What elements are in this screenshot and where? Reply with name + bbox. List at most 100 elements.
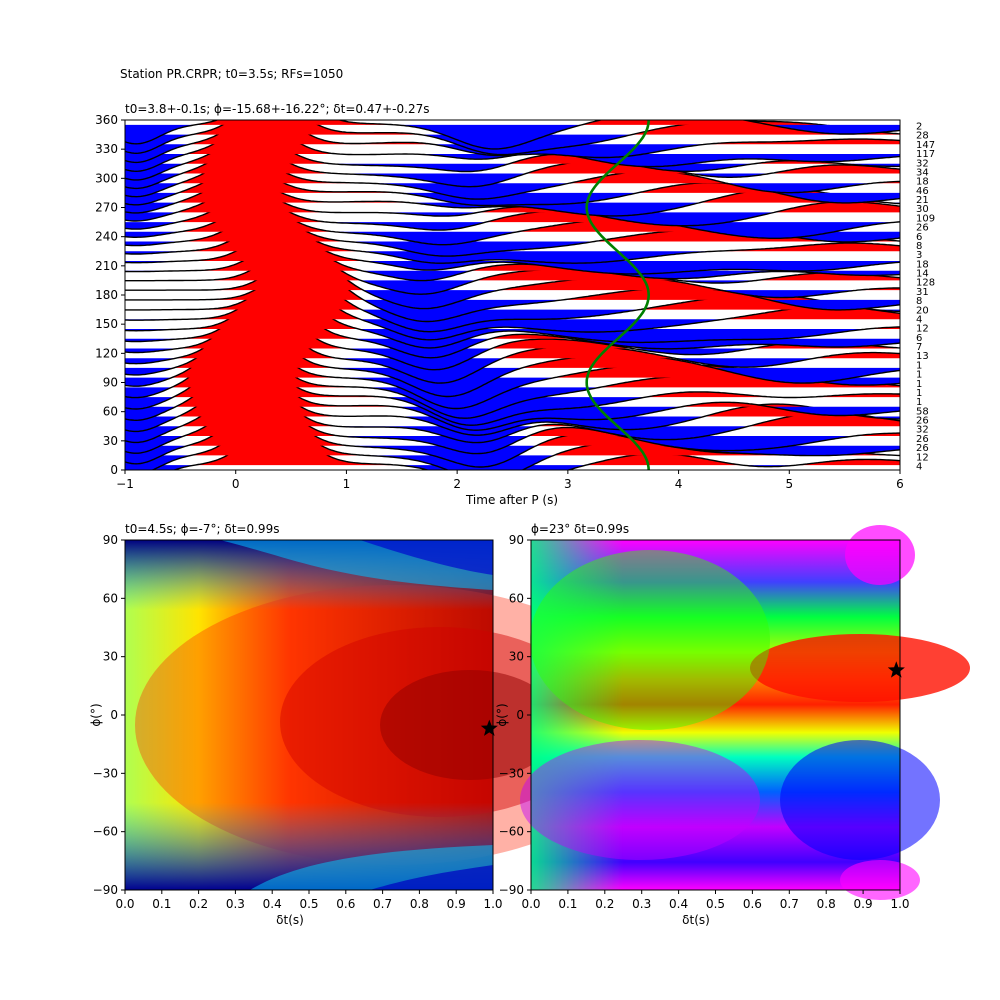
trace-positive-fill (125, 326, 900, 378)
trace-negative-fill (125, 426, 900, 443)
top-y-ticks: 0 30 60 90 120 150 180 210 240 270 300 330 360 (95, 113, 125, 477)
y-tick-label: 180 (95, 288, 118, 302)
trace-negative-fill (125, 445, 900, 467)
count-label: 34 (916, 167, 929, 178)
count-label: 1 (916, 360, 922, 371)
trace-negative-fill (125, 251, 900, 264)
trace-negative-fill (125, 367, 900, 397)
x-tick-label: 0.0 (115, 897, 134, 911)
count-label: 26 (916, 434, 929, 445)
count-label: 1 (916, 370, 922, 381)
count-label: 117 (916, 149, 935, 160)
count-label: 30 (916, 204, 929, 215)
left-y-ticks: −90 −60 −30 0 30 60 90 (93, 533, 125, 897)
t0-curve (585, 120, 651, 470)
x-tick-label: 4 (675, 477, 683, 491)
trace-negative-fill (125, 241, 900, 257)
x-tick-label: 6 (896, 477, 904, 491)
y-tick-label: −90 (499, 883, 524, 897)
y-tick-label: 150 (95, 317, 118, 331)
count-label: 3 (916, 250, 922, 261)
y-tick-label: 30 (103, 650, 118, 664)
trace-line (125, 120, 900, 156)
x-tick-label: −1 (116, 477, 134, 491)
wiggle-panel: t0=3.8+-0.1s; ϕ=-15.68+-16.22°; δt=0.47+… (95, 102, 935, 507)
count-label: 12 (916, 452, 929, 463)
trace-negative-fill (125, 416, 900, 436)
trace-negative-fill (125, 338, 900, 358)
y-tick-label: 30 (103, 434, 118, 448)
x-tick-label: 0.3 (632, 897, 651, 911)
count-label: 20 (916, 305, 929, 316)
trace-negative-fill (125, 435, 900, 454)
x-tick-label: 1.0 (483, 897, 502, 911)
trace-positive-fill (125, 230, 900, 261)
count-label: 18 (916, 259, 929, 270)
y-tick-label: 270 (95, 201, 118, 215)
trace-negative-fill (125, 309, 900, 332)
y-tick-label: 90 (103, 376, 118, 390)
trace-positive-fill (125, 346, 900, 398)
left-x-ticks: 0.0 0.1 0.2 0.3 0.4 0.5 0.6 0.7 0.8 0.9 1.0 (115, 890, 503, 911)
y-tick-label: 60 (103, 591, 118, 605)
x-tick-label: 0.5 (299, 897, 318, 911)
trace-positive-fill (125, 120, 900, 125)
right-x-ticks: 0.0 0.1 0.2 0.3 0.4 0.5 0.6 0.7 0.8 0.9 1.0 (521, 890, 910, 911)
trace-negative-fill (125, 299, 900, 322)
trace-line (125, 120, 900, 150)
count-label: 12 (916, 324, 929, 335)
trace-negative-fill (125, 124, 900, 149)
trace-negative-fill (125, 173, 900, 189)
x-tick-label: 0.0 (521, 897, 540, 911)
count-label: 2 (916, 122, 922, 133)
count-label: 8 (916, 296, 922, 307)
y-tick-label: 240 (95, 230, 118, 244)
y-tick-label: −90 (93, 883, 118, 897)
y-tick-label: 30 (509, 650, 524, 664)
trace-negative-fill (125, 455, 900, 470)
trace-positive-fill (125, 246, 900, 281)
right-x-label: δt(s) (682, 913, 710, 927)
trace-negative-fill (125, 387, 900, 419)
count-label: 46 (916, 186, 929, 197)
y-tick-label: 300 (95, 171, 118, 185)
left-panel-title: t0=4.5s; ϕ=-7°; δt=0.99s (125, 522, 279, 536)
y-tick-label: 330 (95, 142, 118, 156)
x-tick-label: 0.4 (263, 897, 282, 911)
count-label: 1 (916, 397, 922, 408)
y-tick-label: 0 (110, 708, 118, 722)
x-tick-label: 0 (232, 477, 240, 491)
count-label: 26 (916, 443, 929, 454)
x-tick-label: 0.4 (669, 897, 688, 911)
heatmap-left-image (125, 540, 655, 890)
x-tick-label: 0.3 (226, 897, 245, 911)
trace-negative-fill (125, 329, 900, 348)
count-label: 58 (916, 406, 929, 417)
y-tick-label: 60 (103, 405, 118, 419)
count-label: 1 (916, 388, 922, 399)
trace-positive-fill (125, 167, 900, 193)
top-x-label: Time after P (s) (465, 493, 558, 507)
x-tick-label: 0.9 (447, 897, 466, 911)
y-tick-label: −30 (93, 766, 118, 780)
heatmap-left-panel: t0=4.5s; ϕ=-7°; δt=0.99s 0.0 0.1 0.2 0.3 0.4… (89, 522, 655, 927)
right-y-label: ϕ(°) (495, 703, 509, 726)
count-label: 31 (916, 287, 929, 298)
x-tick-label: 0.6 (743, 897, 762, 911)
x-tick-label: 0.1 (558, 897, 577, 911)
y-tick-label: −60 (93, 825, 118, 839)
count-label: 28 (916, 131, 929, 142)
count-label: 4 (916, 314, 922, 325)
trace-negative-fill (125, 290, 900, 309)
count-label: 128 (916, 278, 935, 289)
left-y-label: ϕ(°) (89, 703, 103, 726)
count-label: 26 (916, 223, 929, 234)
count-label: 18 (916, 177, 929, 188)
trace-negative-fill (125, 270, 900, 281)
count-label: 1 (916, 379, 922, 390)
trace-negative-fill (125, 163, 900, 180)
best-fit-star-right (887, 661, 905, 678)
trace-negative-fill (125, 406, 900, 431)
y-tick-label: 90 (509, 533, 524, 547)
count-label: 147 (916, 140, 935, 151)
